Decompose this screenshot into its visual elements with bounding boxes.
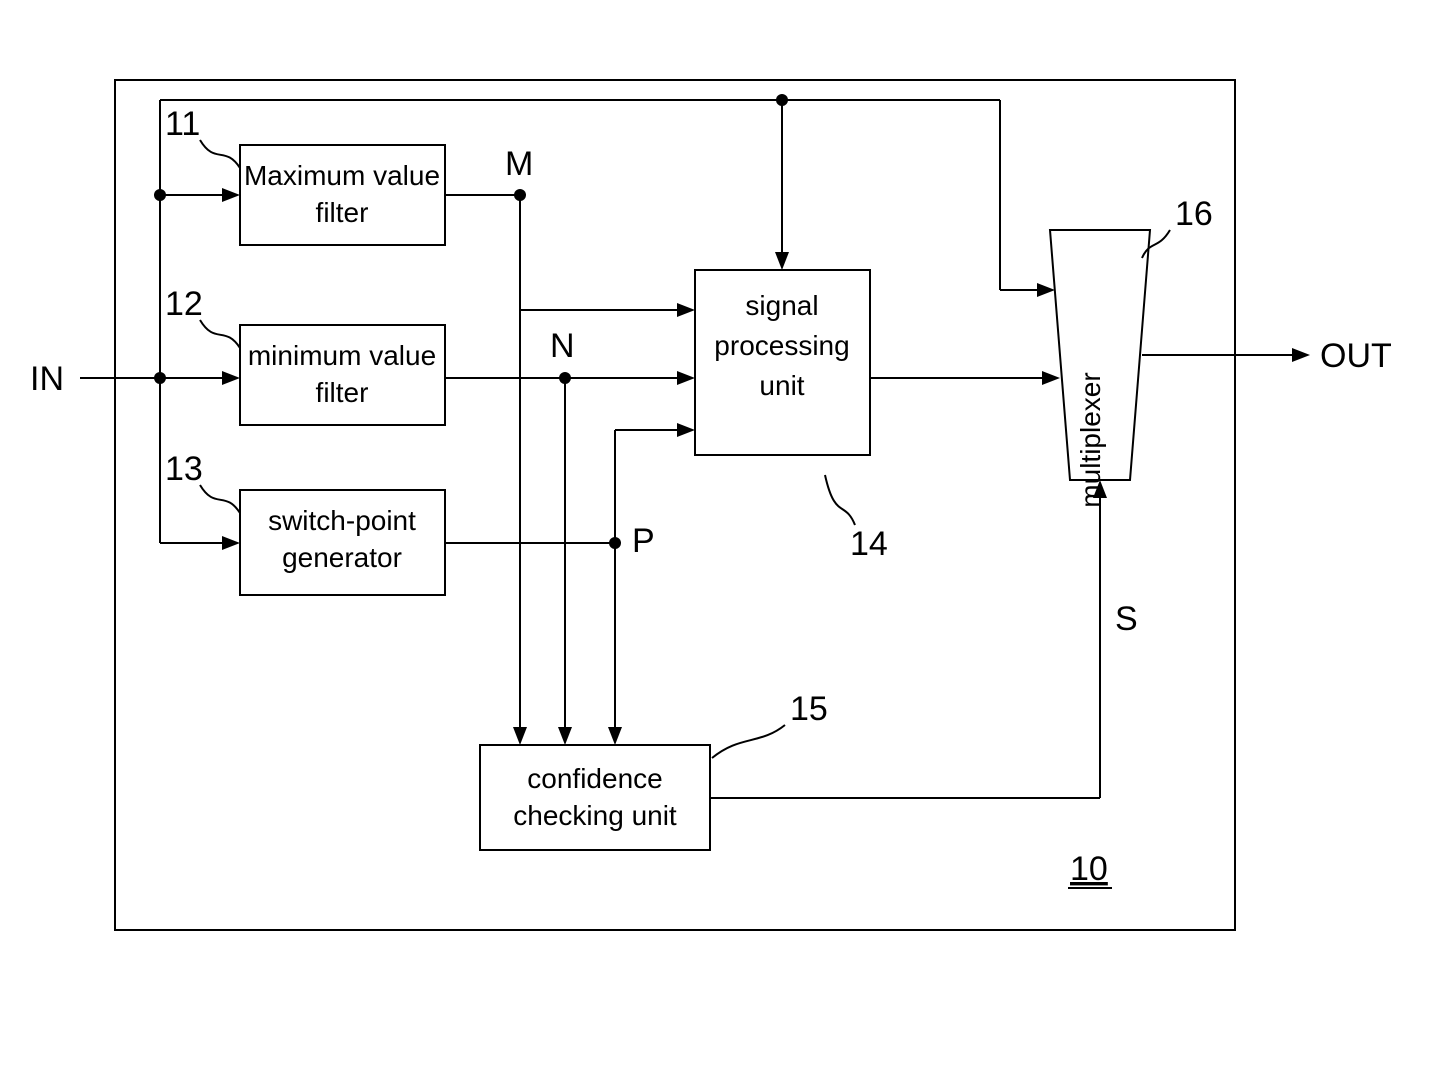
svg-text:16: 16 xyxy=(1175,195,1213,233)
signal-N-label: N xyxy=(550,327,575,365)
junction-bus-mid xyxy=(154,372,166,384)
svg-text:15: 15 xyxy=(790,690,828,728)
out-label: OUT xyxy=(1320,337,1392,375)
block-min-filter-line2: filter xyxy=(316,377,369,408)
svg-text:13: 13 xyxy=(165,450,203,488)
block-sig-proc-line1: signal xyxy=(745,290,818,321)
block-switch-gen: switch-point generator xyxy=(240,490,445,595)
svg-text:14: 14 xyxy=(850,525,888,563)
block-switch-gen-line1: switch-point xyxy=(268,505,416,536)
figure-ref-10: 10 xyxy=(1068,850,1112,888)
b15-line1b: confidence xyxy=(527,763,662,794)
block-max-filter: Maximum value filter xyxy=(240,145,445,245)
svg-text:11: 11 xyxy=(165,105,200,143)
block-sig-proc: signal processing unit xyxy=(695,270,870,455)
b15-line2b: checking unit xyxy=(513,800,677,831)
block-sig-proc-line3: unit xyxy=(759,370,804,401)
block-min-filter-line1: minimum value xyxy=(248,340,436,371)
signal-P-label: P xyxy=(632,522,655,560)
block-max-filter-line1: Maximum value xyxy=(244,160,440,191)
signal-S-label: S xyxy=(1115,600,1138,638)
block-switch-gen-line2: generator xyxy=(282,542,402,573)
signal-M-label: M xyxy=(505,145,533,183)
svg-text:10: 10 xyxy=(1070,850,1108,888)
block-sig-proc-line2: processing xyxy=(714,330,849,361)
block-min-filter: minimum value filter xyxy=(240,325,445,425)
svg-text:12: 12 xyxy=(165,285,203,323)
in-label: IN xyxy=(30,360,64,398)
block-max-filter-line2: filter xyxy=(316,197,369,228)
block-conf-check-fixed: confidence checking unit xyxy=(480,745,710,850)
